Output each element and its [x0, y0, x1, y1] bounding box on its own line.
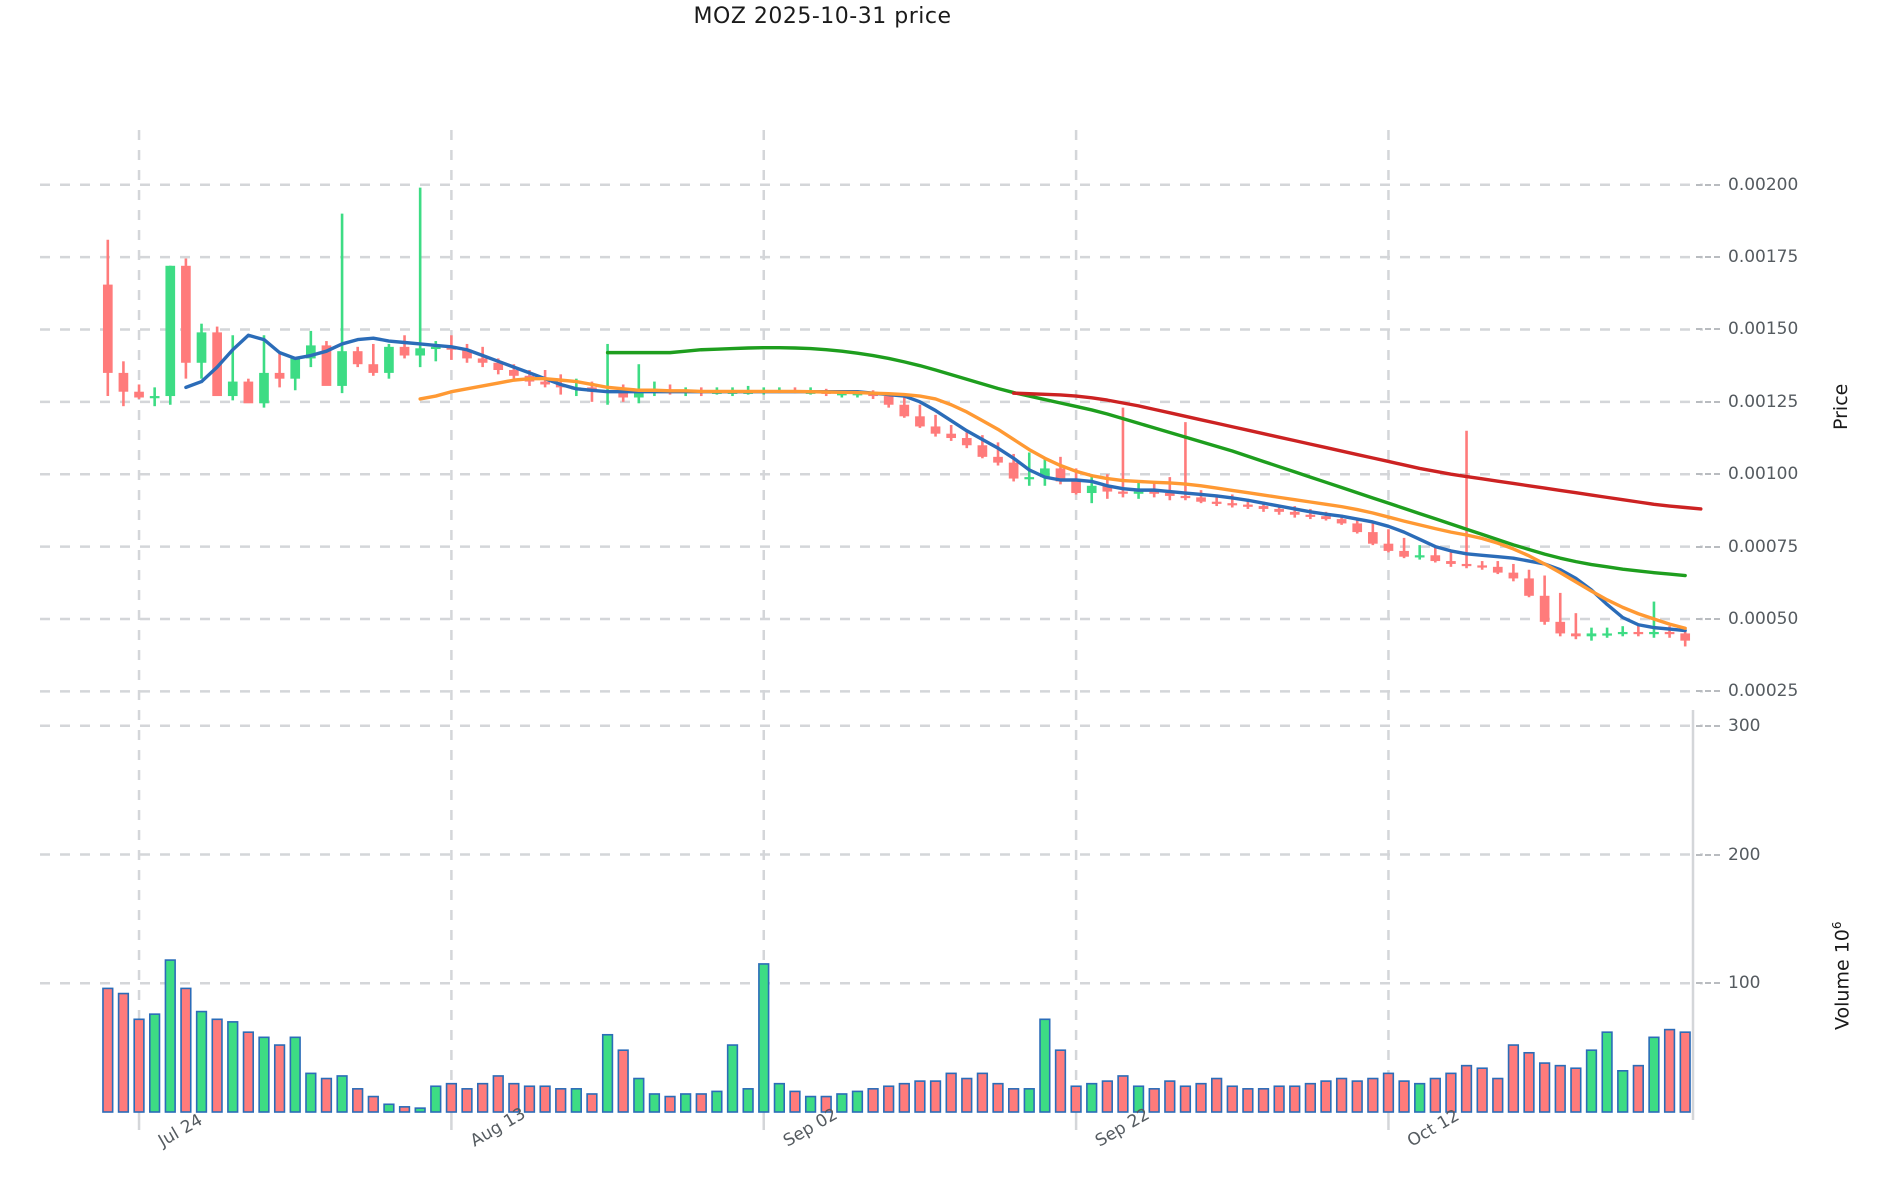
candlesticks: [102, 187, 1691, 647]
tick-dash: [1696, 853, 1720, 856]
moving-average-lines: [184, 333, 1703, 633]
volume-tick-label: 200: [1696, 844, 1761, 865]
grid-layer: [40, 130, 1703, 1130]
page-title: MOZ 2025-10-31 price: [693, 4, 952, 29]
price-axis-label: Price: [1830, 383, 1852, 430]
volume-tick-value: 200: [1728, 844, 1761, 865]
tick-dash: [1696, 724, 1720, 727]
price-tick-label: 0.00125: [1696, 391, 1799, 412]
price-tick-value: 0.00050: [1728, 608, 1799, 629]
price-tick-label: 0.00150: [1696, 319, 1799, 340]
volume-tick-value: 300: [1728, 715, 1761, 736]
volume-axis-label: Volume 106: [1830, 921, 1853, 1030]
price-tick-value: 0.00150: [1728, 319, 1799, 340]
volume-axis-label-text: Volume 10: [1831, 929, 1854, 1030]
tick-dash: [1696, 982, 1720, 985]
tick-dash: [1696, 545, 1720, 548]
volume-tick-label: 100: [1696, 973, 1761, 994]
price-tick-label: 0.00025: [1696, 681, 1799, 702]
tick-dash: [1696, 690, 1720, 693]
tick-dash: [1696, 183, 1720, 186]
tick-dash: [1696, 328, 1720, 331]
volume-tick-value: 100: [1728, 973, 1761, 994]
price-tick-value: 0.00175: [1728, 247, 1799, 268]
price-tick-label: 0.00050: [1696, 608, 1799, 629]
price-tick-label: 0.00175: [1696, 247, 1799, 268]
volume-bars: [102, 959, 1691, 1113]
price-tick-value: 0.00125: [1728, 391, 1799, 412]
price-tick-label: 0.00100: [1696, 464, 1799, 485]
volume-tick-label: 300: [1696, 715, 1761, 736]
tick-dash: [1696, 400, 1720, 403]
tick-dash: [1696, 473, 1720, 476]
price-tick-value: 0.00025: [1728, 681, 1799, 702]
tick-dash: [1696, 256, 1720, 259]
price-tick-value: 0.00075: [1728, 536, 1799, 557]
volume-axis-exponent: 6: [1830, 921, 1844, 930]
price-tick-label: 0.00200: [1696, 174, 1799, 195]
price-tick-label: 0.00075: [1696, 536, 1799, 557]
tick-dash: [1696, 617, 1720, 620]
price-tick-value: 0.00100: [1728, 464, 1799, 485]
price-tick-value: 0.00200: [1728, 174, 1799, 195]
